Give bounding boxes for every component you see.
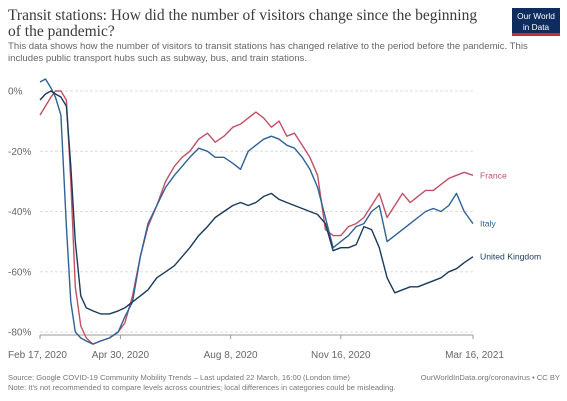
y-tick-label: 0% (8, 87, 23, 98)
logo-line-1: Our World (517, 11, 555, 21)
credit-link[interactable]: OurWorldInData.org/coronavirus • CC BY (420, 373, 560, 382)
source-note: Source: Google COVID-19 Community Mobili… (8, 373, 350, 382)
series-line-united-kingdom (39, 90, 474, 315)
y-tick-label: -20% (8, 147, 31, 158)
x-tick-label: Mar 16, 2021 (445, 350, 504, 361)
y-tick-label: -40% (8, 207, 31, 218)
comparison-note: Note: It's not recommended to compare le… (8, 383, 396, 392)
chart-footer: Source: Google COVID-19 Community Mobili… (8, 373, 560, 393)
logo-line-2: in Data (522, 22, 550, 32)
x-tick-label: Nov 16, 2020 (311, 350, 371, 361)
owid-logo[interactable]: Our World in Data (512, 8, 560, 36)
series-label: France (480, 170, 507, 180)
x-tick-label: Apr 30, 2020 (92, 350, 150, 361)
series-line-france (39, 90, 474, 345)
x-tick-label: Aug 8, 2020 (204, 350, 258, 361)
chart-title: Transit stations: How did the number of … (8, 7, 478, 40)
series-label: Italy (480, 219, 496, 229)
x-tick-label: Feb 17, 2020 (8, 350, 67, 361)
series-line-italy (39, 78, 474, 345)
chart-subtitle: This data shows how the number of visito… (8, 41, 528, 64)
series-label: United Kingdom (480, 252, 541, 262)
y-tick-label: -80% (8, 328, 31, 339)
y-tick-label: -60% (8, 267, 31, 278)
